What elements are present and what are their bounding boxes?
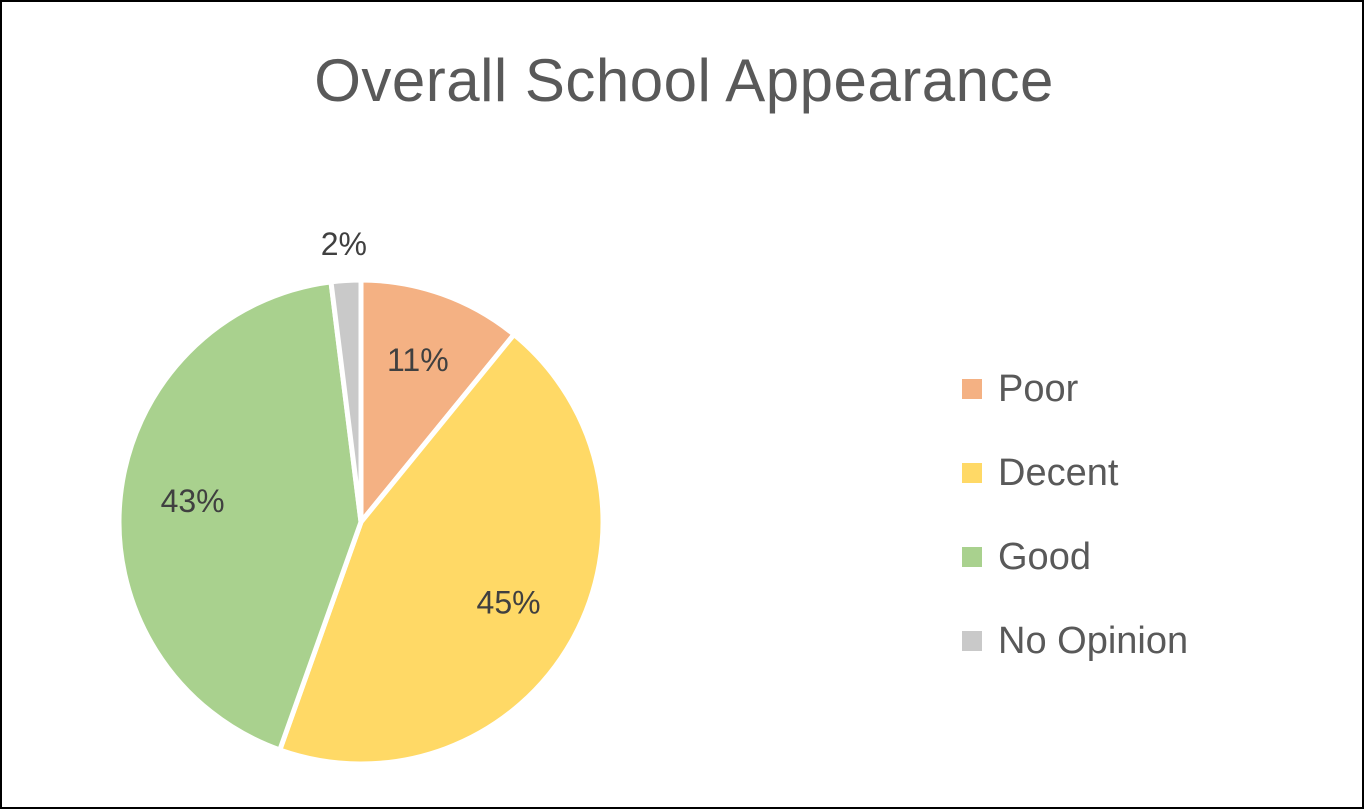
legend-swatch [962,547,982,567]
pie-slice-no-opinion [328,277,364,525]
legend: Poor Decent Good No Opinion [962,347,1188,683]
data-label-poor: 11% [387,342,449,378]
data-label-good: 43% [161,483,225,519]
legend-swatch [962,631,982,651]
legend-item-no-opinion: No Opinion [962,599,1188,683]
pie-slice-decent [277,331,606,767]
legend-swatch [962,379,982,399]
pie-slice-good [116,279,364,753]
legend-label: Good [998,535,1091,578]
data-label-decent: 45% [477,585,541,621]
legend-label: No Opinion [998,619,1189,662]
data-label-no-opinion: 2% [321,226,367,262]
legend-label: Poor [998,367,1079,410]
pie-slice-poor [358,277,517,525]
legend-item-decent: Decent [962,431,1188,515]
legend-item-good: Good [962,515,1188,599]
legend-swatch [962,463,982,483]
legend-item-poor: Poor [962,347,1188,431]
legend-label: Decent [998,451,1119,494]
chart-title: Overall School Appearance [314,47,1054,114]
